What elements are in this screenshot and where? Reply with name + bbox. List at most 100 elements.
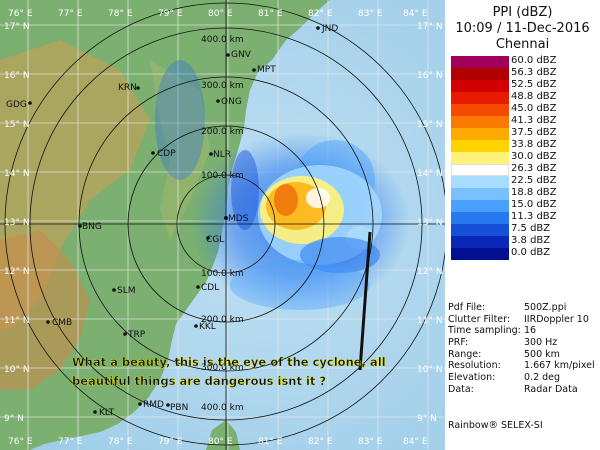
datetime: 10:09 / 11-Dec-2016: [455, 21, 590, 36]
legend-label: 41.3 dBZ: [511, 115, 557, 126]
range-label: 300.0 km: [201, 363, 244, 373]
info-row: Time sampling: 16: [448, 325, 598, 337]
info-value: 500 km: [524, 348, 560, 360]
legend-label: 3.8 dBZ: [511, 235, 551, 246]
legend-label: 52.5 dBZ: [511, 79, 557, 90]
station-label: JND: [321, 24, 338, 34]
lon-label: 76° E: [8, 9, 33, 19]
info-row: Range: 500 km: [448, 349, 598, 361]
legend-label: 56.3 dBZ: [511, 67, 557, 78]
lat-label: 10° N: [417, 365, 443, 375]
legend-label: 30.0 dBZ: [511, 151, 557, 162]
lon-labels-top: 76° E 77° E 78° E 79° E 80° E 81° E 82° …: [8, 9, 428, 19]
station-label: PBN: [170, 403, 188, 413]
lat-label: 13° N: [4, 218, 30, 228]
info-row: PRF: 300 Hz: [448, 337, 598, 349]
lon-label: 77° E: [58, 437, 83, 447]
radar-echoes: [155, 60, 410, 312]
legend-label: 26.3 dBZ: [511, 163, 557, 174]
lon-label: 83° E: [358, 9, 383, 19]
range-label: 100.0 km: [201, 171, 244, 181]
lon-label: 84° E: [403, 9, 428, 19]
lat-label: 14° N: [4, 169, 30, 179]
station-label: NLR: [213, 150, 231, 160]
metadata-table: Pdf File: 500Z.ppi Clutter Filter: IIRDopp…: [448, 302, 598, 396]
legend-swatch: [451, 116, 509, 128]
lat-label: 10° N: [4, 365, 30, 375]
info-key: Data:: [448, 383, 474, 395]
land-eastghats: [150, 60, 210, 240]
product-title: PPI (dBZ): [492, 5, 553, 20]
legend-row: 60.0 dBZ: [451, 55, 596, 68]
legend-row: 41.3 dBZ: [451, 115, 596, 128]
radar-map[interactable]: 76° E 77° E 78° E 79° E 80° E 81° E 82° …: [0, 0, 445, 450]
lat-label: 12° N: [417, 267, 443, 277]
legend-label: 60.0 dBZ: [511, 55, 557, 66]
lon-label: 80° E: [208, 9, 233, 19]
legend-swatch: [451, 152, 509, 164]
vendor-credit: Rainbow® SELEX-SI: [448, 420, 543, 431]
legend-swatch: [451, 92, 509, 104]
station-label: KRN: [118, 83, 137, 93]
land-srilanka: [206, 420, 240, 450]
station-label: CMB: [52, 318, 72, 328]
lat-label: 13° N: [417, 218, 443, 228]
station-label: MPT: [257, 65, 276, 75]
legend-swatch: [451, 128, 509, 140]
station-label: CDP: [157, 149, 176, 159]
legend-row: 0.0 dBZ: [451, 247, 596, 260]
lon-label: 76° E: [8, 437, 33, 447]
legend-swatch: [451, 200, 509, 212]
range-label: 400.0 km: [201, 35, 244, 45]
legend-swatch: [451, 188, 509, 200]
info-value: Radar Data: [524, 383, 578, 395]
legend-swatch: [451, 176, 509, 188]
legend-swatch: [451, 104, 509, 116]
legend-label: 45.0 dBZ: [511, 103, 557, 114]
lon-labels-bottom: 76° E 77° E 78° E 79° E 80° E 81° E 82° …: [8, 437, 428, 447]
info-row: Pdf File: 500Z.ppi: [448, 302, 598, 314]
stations: GNV MPT KRN GDG ONG CDP NLR MDS BNG CGL …: [6, 24, 338, 418]
legend-swatch: [451, 236, 509, 248]
station-label: BNG: [82, 222, 102, 232]
range-labels: 400.0 km 300.0 km 200.0 km 100.0 km 100.…: [201, 35, 244, 413]
range-label: 200.0 km: [201, 127, 244, 137]
lat-label: 17° N: [4, 22, 30, 32]
caption-line-1: What a beauty, this is the eye of the cy…: [72, 355, 386, 369]
info-key: Pdf File:: [448, 302, 486, 313]
lat-label: 12° N: [4, 267, 30, 277]
legend-swatch: [451, 224, 509, 236]
range-label: 200.0 km: [201, 315, 244, 325]
info-key: Time sampling:: [448, 325, 521, 337]
legend-label: 7.5 dBZ: [511, 223, 551, 234]
legend-swatch: [451, 212, 509, 224]
lat-label: 17° N: [417, 22, 443, 32]
legend-label: 11.3 dBZ: [511, 211, 557, 222]
info-value: 0.2 deg: [524, 372, 561, 384]
lon-label: 77° E: [58, 9, 83, 19]
station-label: CGL: [206, 235, 224, 245]
legend-swatch: [451, 248, 509, 260]
station-label: ONG: [221, 97, 242, 107]
annotation-line: [358, 231, 372, 371]
legend-row: 3.8 dBZ: [451, 235, 596, 248]
info-row: Elevation: 0.2 deg: [448, 372, 598, 384]
legend-row: 52.5 dBZ: [451, 79, 596, 92]
legend-label: 22.5 dBZ: [511, 175, 557, 186]
info-key: Clutter Filter:: [448, 313, 511, 325]
legend-row: 11.3 dBZ: [451, 211, 596, 224]
info-row: Clutter Filter: IIRDoppler 10: [448, 314, 598, 326]
info-value: 500Z.ppi: [524, 302, 567, 313]
legend-swatch: [451, 68, 509, 80]
lon-label: 82° E: [308, 437, 333, 447]
lon-label: 78° E: [108, 9, 133, 19]
station-label: KKL: [199, 322, 216, 332]
station-label: GNV: [231, 50, 252, 60]
range-label: 100.0 km: [201, 269, 244, 279]
lon-label: 81° E: [258, 437, 283, 447]
lat-labels-right: 17° N 16° N 15° N 14° N 13° N 12° N 11° …: [417, 22, 443, 424]
info-panel: PPI (dBZ) 10:09 / 11-Dec-2016 Chennai 60…: [445, 0, 600, 450]
lon-label: 78° E: [108, 437, 133, 447]
lat-label: 16° N: [4, 71, 30, 81]
info-key: Elevation:: [448, 372, 496, 384]
